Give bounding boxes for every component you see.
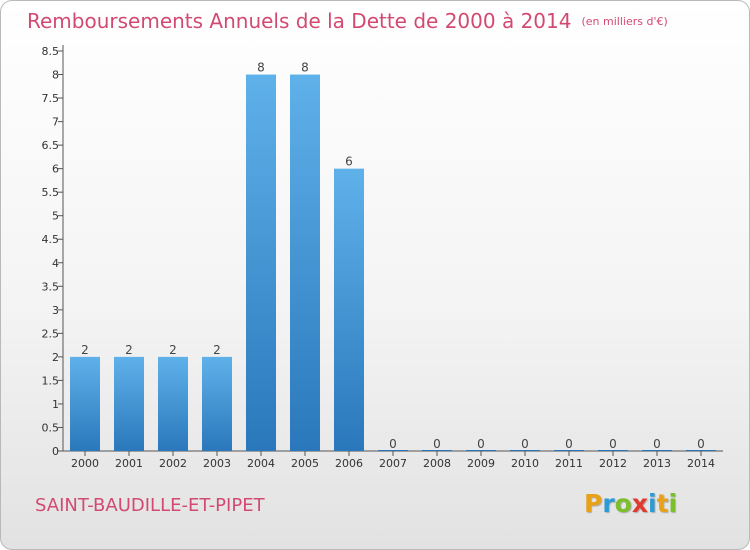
x-tick-label: 2011 [555, 457, 583, 470]
bar [642, 450, 672, 451]
x-tick-label: 2000 [71, 457, 99, 470]
bar [202, 356, 232, 451]
proxiti-logo: Proxiti [584, 489, 677, 518]
x-tick-label: 2007 [379, 457, 407, 470]
bar [554, 450, 584, 451]
data-label: 0 [653, 437, 661, 451]
x-tick-label: 2010 [511, 457, 539, 470]
logo-letter: i [668, 489, 678, 518]
y-tick-label: 7.5 [42, 92, 60, 105]
bar [378, 450, 408, 451]
data-label: 8 [257, 61, 265, 75]
data-label: 0 [477, 437, 485, 451]
bar [158, 356, 188, 451]
x-tick-label: 2002 [159, 457, 187, 470]
data-label: 8 [301, 61, 309, 75]
bar [466, 450, 496, 451]
data-label: 2 [213, 343, 221, 357]
y-tick-label: 0 [52, 445, 59, 458]
x-tick-label: 2005 [291, 457, 319, 470]
x-tick-label: 2012 [599, 457, 627, 470]
x-tick-label: 2003 [203, 457, 231, 470]
data-label: 0 [433, 437, 441, 451]
logo-letter: P [584, 489, 603, 518]
data-label: 2 [169, 343, 177, 357]
data-label: 2 [125, 343, 133, 357]
town-name: SAINT-BAUDILLE-ET-PIPET [35, 495, 265, 516]
x-tick-label: 2014 [687, 457, 715, 470]
y-tick-label: 6.5 [42, 139, 60, 152]
data-label: 0 [697, 437, 705, 451]
logo-letter: x [631, 489, 648, 518]
logo-letter: t [656, 489, 669, 518]
y-tick-label: 0.5 [42, 421, 60, 434]
y-tick-label: 3 [52, 304, 59, 317]
y-tick-label: 5 [52, 210, 59, 223]
data-label: 0 [609, 437, 617, 451]
axes: 00.511.522.533.544.555.566.577.588.52000… [42, 45, 723, 470]
bar [70, 356, 100, 451]
chart-title: Remboursements Annuels de la Dette de 20… [27, 9, 668, 33]
y-tick-label: 8 [52, 69, 59, 82]
x-tick-label: 2013 [643, 457, 671, 470]
bar [422, 450, 452, 451]
x-tick-label: 2008 [423, 457, 451, 470]
bar [598, 450, 628, 451]
bar [686, 450, 716, 451]
y-tick-label: 4 [52, 257, 59, 270]
bar [114, 356, 144, 451]
unit-note: (en milliers d'€) [581, 15, 668, 28]
bar [334, 168, 364, 451]
data-label: 2 [81, 343, 89, 357]
y-tick-label: 4.5 [42, 233, 60, 246]
y-tick-label: 2 [52, 351, 59, 364]
data-label: 0 [389, 437, 397, 451]
data-label: 0 [565, 437, 573, 451]
bar [290, 74, 320, 451]
y-tick-label: 7 [52, 116, 59, 129]
x-tick-label: 2004 [247, 457, 275, 470]
x-tick-label: 2001 [115, 457, 143, 470]
x-tick-label: 2009 [467, 457, 495, 470]
logo-letter: r [602, 489, 615, 518]
data-labels: 2 2 2 2 8 8 6 0 0 0 0 0 0 0 0 [81, 61, 705, 451]
y-tick-label: 2.5 [42, 327, 60, 340]
bar [246, 74, 276, 451]
logo-letter: o [614, 489, 632, 518]
y-tick-label: 1 [52, 398, 59, 411]
bar [510, 450, 540, 451]
y-tick-label: 5.5 [42, 186, 60, 199]
logo-letter: i [648, 489, 657, 518]
y-tick-label: 3.5 [42, 280, 60, 293]
y-tick-label: 1.5 [42, 374, 60, 387]
y-tick-label: 8.5 [42, 45, 60, 58]
data-label: 0 [521, 437, 529, 451]
bars [70, 74, 716, 451]
x-tick-label: 2006 [335, 457, 363, 470]
y-tick-label: 6 [52, 163, 59, 176]
data-label: 6 [345, 155, 353, 169]
